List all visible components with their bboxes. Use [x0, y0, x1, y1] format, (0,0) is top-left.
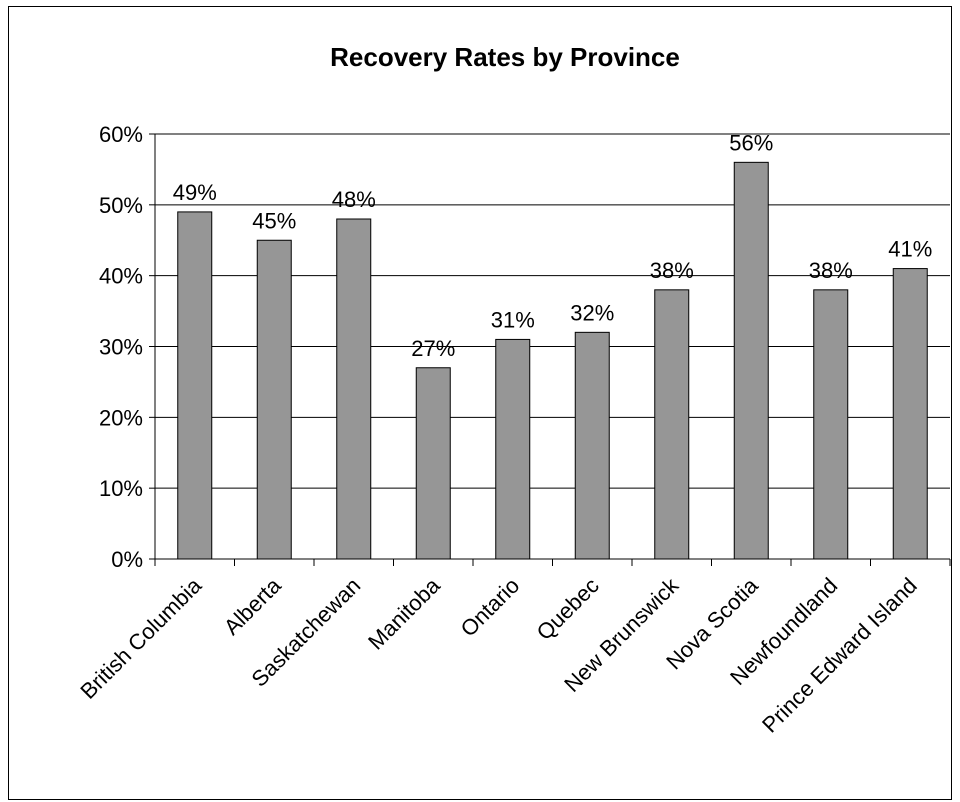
x-axis-ticks: British Columbia AlbertaSaskatchewanManit… — [75, 559, 951, 738]
bar — [415, 367, 451, 560]
bars — [177, 161, 928, 560]
x-tick-label: Prince Edward Island — [757, 573, 922, 738]
data-label: 31% — [491, 307, 535, 332]
y-tick-label: 30% — [99, 335, 143, 360]
y-tick-label: 40% — [99, 264, 143, 289]
y-tick-label: 10% — [99, 476, 143, 501]
y-tick-label: 50% — [99, 193, 143, 218]
y-tick-label: 20% — [99, 405, 143, 430]
data-label: 45% — [252, 208, 296, 233]
bar — [256, 239, 292, 560]
data-label: 38% — [809, 258, 853, 283]
data-label: 48% — [332, 187, 376, 212]
bar — [733, 161, 769, 560]
data-label: 27% — [411, 336, 455, 361]
data-label: 41% — [888, 237, 932, 262]
chart-frame — [8, 6, 952, 800]
data-label: 56% — [729, 130, 773, 155]
bar — [177, 211, 213, 560]
bar — [892, 268, 928, 560]
data-label: 38% — [650, 258, 694, 283]
x-tick-label: British Columbia — [75, 572, 206, 703]
bar — [574, 331, 610, 560]
y-tick-label: 0% — [111, 547, 143, 572]
bar — [336, 218, 372, 560]
bar — [654, 289, 690, 560]
data-labels: 49% 45% 48% 27% 31% 32% 38% 56% 38% 41% — [173, 130, 933, 360]
bar — [495, 338, 531, 560]
x-tick-label: Alberta — [219, 572, 287, 640]
chart-title: Recovery Rates by Province — [330, 42, 680, 72]
data-label: 49% — [173, 180, 217, 205]
data-label: 32% — [570, 300, 614, 325]
x-tick-label: Ontario — [456, 573, 525, 642]
x-tick-label: Manitoba — [363, 572, 445, 654]
x-tick-label: Quebec — [532, 573, 604, 645]
bar — [813, 289, 849, 560]
y-tick-label: 60% — [99, 122, 143, 147]
y-axis-ticks: 0% 10% 20% 30% 40% 50% 60% — [99, 122, 155, 572]
